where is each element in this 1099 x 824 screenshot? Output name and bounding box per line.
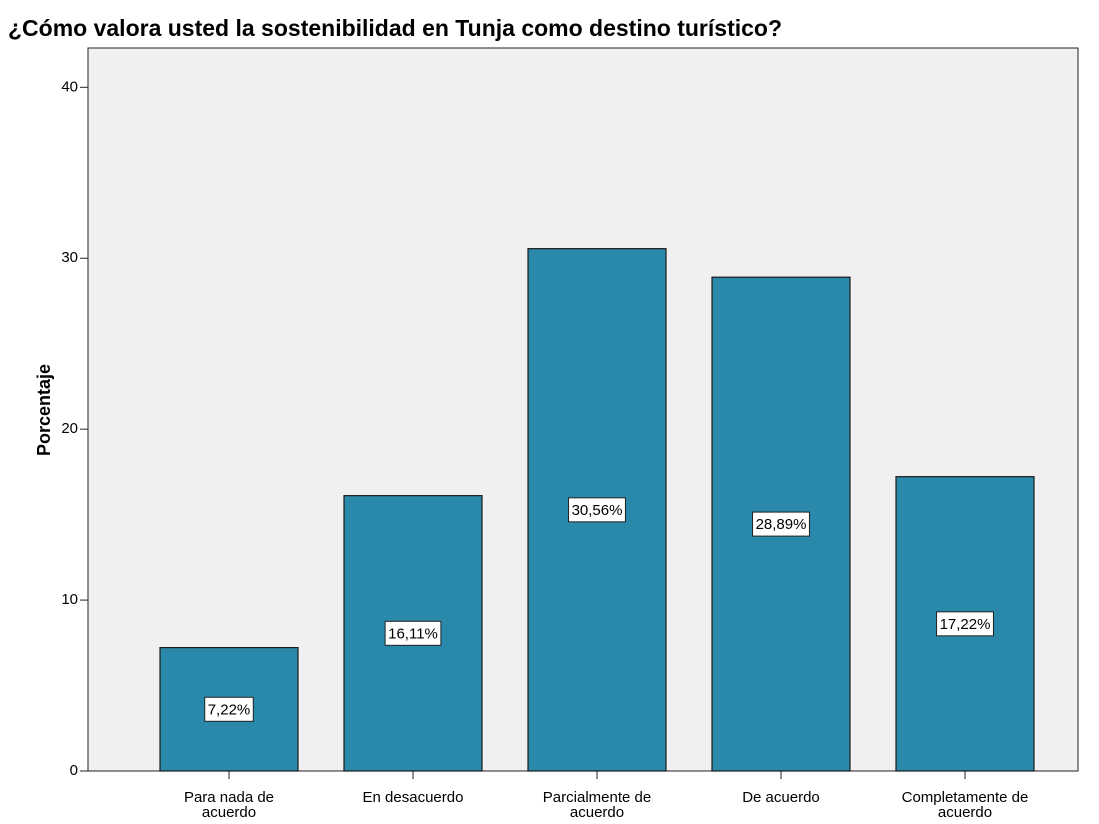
value-label-box xyxy=(752,511,810,537)
x-tick-label: Completamente de acuerdo xyxy=(901,789,1029,821)
x-tick-label: De acuerdo xyxy=(742,789,820,806)
x-tick-label: En desacuerdo xyxy=(362,789,464,806)
y-tick-label: 20 xyxy=(61,420,78,437)
value-label: 17,22% xyxy=(940,616,991,633)
x-tick-label: Para nada de acuerdo xyxy=(183,789,275,821)
value-label-box xyxy=(384,620,442,646)
value-label-box xyxy=(204,696,254,722)
y-axis-label: Porcentaje xyxy=(34,364,54,456)
value-label: 16,11% xyxy=(388,625,438,642)
value-label: 7,22% xyxy=(208,701,251,718)
y-tick-label: 30 xyxy=(61,249,78,266)
x-tick-label: Parcialmente de acuerdo xyxy=(542,789,652,821)
y-tick-label: 40 xyxy=(61,78,78,95)
value-label-box xyxy=(936,611,994,637)
y-tick-label: 10 xyxy=(61,591,78,608)
value-label: 30,56% xyxy=(572,502,623,519)
y-tick-label: 0 xyxy=(70,762,78,779)
chart-title: ¿Cómo valora usted la sostenibilidad en … xyxy=(8,15,782,41)
value-label-box xyxy=(568,497,626,523)
value-label: 28,89% xyxy=(756,516,807,533)
